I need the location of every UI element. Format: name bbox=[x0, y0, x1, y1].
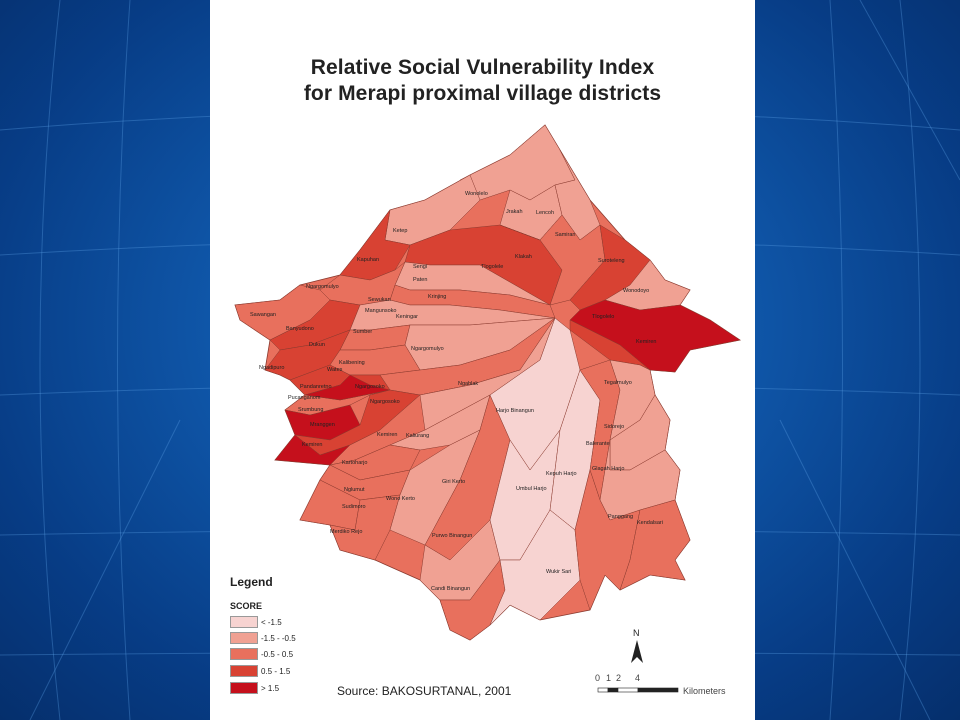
scale-tick-1: 1 bbox=[606, 673, 612, 683]
label-tegalmulyo: Tegalmulyo bbox=[604, 380, 632, 386]
legend-item-label: 0.5 - 1.5 bbox=[261, 666, 291, 676]
legend-item-label: > 1.5 bbox=[261, 683, 280, 693]
map-slide-panel: Relative Social Vulnerability Index for … bbox=[210, 0, 755, 720]
label-tlogolele: Tlogolele bbox=[481, 264, 503, 270]
label-samiran: Samiran bbox=[555, 232, 575, 238]
label-sengi: Sengi bbox=[413, 264, 427, 270]
label-wukirsari: Wukir Sari bbox=[546, 569, 571, 575]
map-title-line-2: for Merapi proximal village districts bbox=[303, 82, 662, 105]
label-balerante: Balerante bbox=[586, 441, 610, 447]
region-ngargosoko bbox=[304, 374, 391, 401]
label-tlogolelo: Tlogolelo bbox=[592, 314, 614, 320]
label-ngablak: Ngablak bbox=[458, 381, 478, 387]
scale-segment-1 bbox=[597, 687, 609, 693]
label-jrakah: Jrakah bbox=[506, 209, 523, 215]
label-dukun: Dukun bbox=[309, 342, 325, 348]
label-pandanretno: Pandanretno bbox=[300, 384, 332, 390]
village-labels: Wonolelo Jrakah Lencoh Samiran Ketep Kap… bbox=[250, 191, 663, 592]
label-merdikorejo: Merdiko Rejo bbox=[330, 529, 362, 535]
label-sewukan: Sewukan bbox=[368, 297, 391, 303]
label-pucanganom: Pucanganom bbox=[288, 395, 321, 401]
scale-unit-label: Kilometers bbox=[683, 686, 726, 696]
label-kaliurang: Kaliurang bbox=[406, 433, 429, 439]
legend-item: -0.5 - 0.5 bbox=[230, 648, 293, 660]
label-kemiren: Kemiren bbox=[377, 432, 397, 438]
label-banyudono: Banyudono bbox=[286, 326, 314, 332]
legend-swatch bbox=[230, 632, 258, 644]
label-sumber: Sumber bbox=[353, 329, 372, 335]
legend-item: -1.5 - -0.5 bbox=[230, 632, 296, 644]
label-keningar: Keningar bbox=[396, 314, 418, 320]
legend-swatch bbox=[230, 665, 258, 677]
scale-segment-2 bbox=[607, 687, 619, 693]
scale-bar bbox=[597, 687, 679, 693]
label-nglumut: Nglumut bbox=[344, 487, 365, 493]
label-suroteleng: Suroteleng bbox=[598, 258, 625, 264]
legend-item: > 1.5 bbox=[230, 682, 279, 694]
label-krinjing: Krinjing bbox=[428, 294, 446, 300]
label-girikerto: Giri Kerto bbox=[442, 479, 465, 485]
scale-tick-0: 0 bbox=[595, 673, 601, 683]
legend-item-label: < -1.5 bbox=[261, 617, 282, 627]
legend-item-label: -0.5 - 0.5 bbox=[261, 649, 294, 659]
region-tegalmulyo-east bbox=[569, 299, 741, 373]
label-ngargosoko: Ngargosoko bbox=[370, 399, 400, 405]
legend-swatch bbox=[230, 682, 258, 694]
legend-item: 0.5 - 1.5 bbox=[230, 665, 290, 677]
region-merdikorejo bbox=[329, 494, 401, 561]
label-mangunsoko: Mangunsoko bbox=[365, 308, 397, 314]
region-wukirsari bbox=[489, 509, 581, 626]
label-kemiren-east: Kemiren bbox=[636, 339, 656, 345]
legend-swatch bbox=[230, 648, 258, 660]
label-wates: Wates bbox=[327, 367, 343, 373]
legend-swatch bbox=[230, 616, 258, 628]
north-arrow-icon bbox=[631, 640, 643, 663]
legend-item-label: -1.5 - -0.5 bbox=[261, 633, 296, 643]
region-kendalsari bbox=[619, 499, 691, 591]
label-ngargosoko-red: Ngargosoko bbox=[355, 384, 385, 390]
label-mranggen: Mranggen bbox=[310, 422, 335, 428]
label-glagaharjo: Glagah Harjo bbox=[592, 466, 624, 472]
label-hargobinangun: Harjo Binangun bbox=[496, 408, 534, 414]
map-title-line-1: Relative Social Vulnerability Index bbox=[310, 56, 655, 79]
label-ketep: Ketep bbox=[393, 228, 407, 234]
label-kendalsari: Kendalsari bbox=[637, 520, 663, 526]
legend-item: < -1.5 bbox=[230, 616, 282, 628]
source-credit: Source: BAKOSURTANAL, 2001 bbox=[337, 684, 512, 698]
label-kapuhan: Kapuhan bbox=[357, 257, 379, 263]
label-ngadipuro: Ngadipuro bbox=[259, 365, 284, 371]
label-ngargomulyo-w: Ngargomulyo bbox=[306, 284, 339, 290]
scale-segment-4 bbox=[637, 687, 679, 693]
scale-segment-3 bbox=[617, 687, 639, 693]
label-klakah: Klakah bbox=[515, 254, 532, 260]
label-wonokerto: Wono Kerto bbox=[386, 496, 415, 502]
label-paten: Paten bbox=[413, 277, 427, 283]
label-kemiren-sw: Kemiren bbox=[302, 442, 322, 448]
label-sudimoro: Sudimoro bbox=[342, 504, 366, 510]
label-purwobinangun: Purwo Binangun bbox=[432, 533, 472, 539]
label-srumbung: Srumbung bbox=[298, 407, 323, 413]
label-kepuharjo: Kepuh Harjo bbox=[546, 471, 577, 477]
label-wonodoyo: Wonodoyo bbox=[623, 288, 649, 294]
vulnerability-map: Wonolelo Jrakah Lencoh Samiran Ketep Kap… bbox=[234, 124, 742, 693]
north-arrow-label: N bbox=[633, 628, 640, 638]
label-panggang: Panggang bbox=[608, 514, 633, 520]
label-wonolelo: Wonolelo bbox=[465, 191, 488, 197]
label-sidorejo: Sidorejo bbox=[604, 424, 624, 430]
label-kalibening: Kalibening bbox=[339, 360, 365, 366]
scale-tick-2: 2 bbox=[616, 673, 622, 683]
region-sidorejo bbox=[274, 434, 351, 466]
label-sawangan: Sawangan bbox=[250, 312, 276, 318]
label-lencoh: Lencoh bbox=[536, 210, 554, 216]
label-kartoharjo: Kartoharjo bbox=[342, 460, 367, 466]
label-umbulharjo: Umbul Harjo bbox=[516, 486, 547, 492]
legend-title: Legend bbox=[230, 575, 273, 589]
legend-score-label: SCORE bbox=[230, 601, 263, 611]
north-arrow: N bbox=[631, 628, 643, 663]
label-candibinangun: Candi Binangun bbox=[431, 586, 470, 592]
scale-tick-4: 4 bbox=[635, 673, 641, 683]
label-ngargomulyo: Ngargomulyo bbox=[411, 346, 444, 352]
